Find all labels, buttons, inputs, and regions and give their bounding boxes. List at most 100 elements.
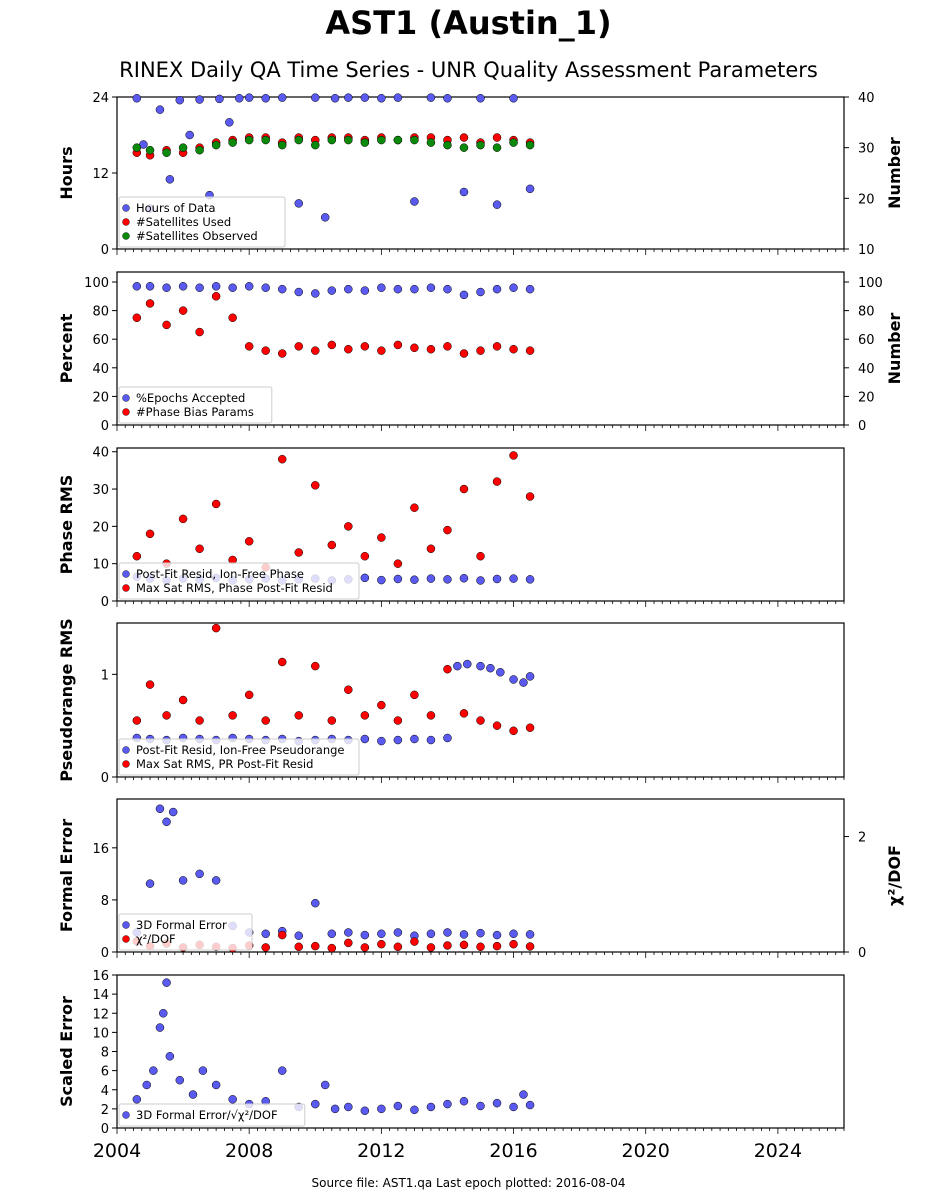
data-point: [377, 346, 386, 355]
data-point: [294, 931, 303, 940]
data-point: [476, 94, 485, 103]
data-point: [145, 529, 155, 539]
data-point: [344, 938, 353, 948]
y2-tick-label: 2: [858, 831, 866, 846]
data-point: [228, 138, 237, 147]
data-point: [185, 130, 194, 140]
data-point: [311, 941, 320, 951]
data-point: [142, 1080, 151, 1090]
y-tick-label: 80: [92, 305, 109, 320]
data-point: [377, 939, 386, 949]
y-tick-label: 12: [92, 167, 109, 182]
y-tick-label: 0: [101, 771, 109, 786]
source-line: Source file: AST1.qa Last epoch plotted:…: [311, 1176, 626, 1190]
y-tick-label: 0: [101, 946, 109, 961]
data-point: [175, 95, 185, 105]
data-point: [175, 1075, 185, 1085]
data-point: [410, 575, 419, 584]
y-tick-label: 20: [92, 520, 109, 535]
data-point: [492, 200, 502, 209]
data-point: [155, 804, 165, 814]
data-point: [426, 735, 436, 745]
x-tick-label: 2008: [225, 1140, 273, 1162]
data-point: [525, 672, 535, 681]
y-tick-label: 14: [92, 988, 109, 1003]
y2-axis-label: Number: [885, 313, 904, 385]
data-point: [426, 138, 436, 147]
x-tick-label: 2024: [754, 1140, 802, 1162]
data-point: [294, 942, 303, 952]
data-point: [377, 700, 386, 710]
data-point: [410, 503, 419, 512]
data-point: [509, 451, 518, 460]
chart-title: AST1 (Austin_1): [325, 4, 612, 42]
data-point: [330, 1104, 340, 1114]
data-point: [393, 942, 403, 952]
data-point: [459, 709, 469, 718]
data-point: [145, 299, 155, 308]
data-point: [132, 143, 142, 152]
panel-3: 0 10 20 30 40 Phase RMS Post-Fit Resid, Ion-Fr…: [57, 446, 845, 610]
data-point: [492, 342, 502, 351]
data-point: [360, 711, 370, 720]
data-point: [496, 668, 505, 677]
data-point: [443, 664, 452, 674]
data-point: [277, 1066, 287, 1075]
y-axis-label: Formal Error: [57, 819, 76, 932]
data-point: [211, 876, 221, 885]
legend-box: [118, 738, 360, 776]
data-point: [410, 284, 419, 294]
y-tick-label: 0: [101, 419, 109, 434]
data-point: [426, 711, 436, 720]
data-point: [492, 284, 502, 294]
data-point: [410, 690, 419, 700]
data-point: [132, 282, 142, 291]
data-point: [426, 544, 436, 554]
legend-marker: [122, 570, 130, 578]
y-tick-label: 0: [101, 243, 109, 258]
y-axis-label: Phase RMS: [57, 475, 76, 575]
data-point: [525, 346, 535, 355]
legend-box: [118, 386, 273, 424]
y-tick-label: 40: [92, 362, 109, 377]
data-point: [162, 148, 171, 157]
data-point: [453, 661, 462, 671]
data-point: [228, 711, 237, 720]
y-tick-label: 2: [101, 1103, 109, 1118]
data-point: [294, 135, 303, 145]
data-point: [459, 133, 469, 142]
y2-tick-label: 100: [858, 276, 883, 291]
y2-tick-label: 20: [858, 390, 875, 405]
data-point: [459, 143, 469, 152]
data-point: [509, 344, 518, 354]
chart-subtitle: RINEX Daily QA Time Series - UNR Quality…: [119, 58, 818, 82]
data-point: [211, 499, 221, 509]
panel-6: 0 2 4 6 8 10 12 14 16 Scaled Error 3D Formal Error…: [57, 969, 845, 1137]
y2-tick-label: 0: [858, 419, 866, 434]
data-point: [198, 1066, 208, 1075]
data-point: [159, 1009, 168, 1018]
y-tick-label: 60: [92, 333, 109, 348]
data-point: [145, 879, 155, 888]
data-point: [178, 876, 188, 885]
y-axis-label: Scaled Error: [57, 996, 76, 1107]
y-tick-label: 20: [92, 390, 109, 405]
data-point: [492, 143, 502, 152]
y-axis-label: Hours: [57, 146, 76, 199]
data-point: [443, 525, 452, 535]
data-point: [426, 943, 436, 952]
data-point: [294, 548, 303, 557]
data-point: [178, 143, 188, 152]
data-point: [393, 559, 403, 568]
data-point: [211, 1080, 221, 1090]
y-tick-label: 1: [101, 668, 109, 683]
data-point: [294, 711, 303, 720]
data-point: [327, 286, 337, 295]
data-point: [344, 685, 353, 694]
data-point: [195, 145, 204, 155]
data-point: [519, 678, 528, 687]
legend-label: Post-Fit Resid, Ion-Free Phase: [136, 567, 304, 581]
y-tick-label: 16: [92, 969, 109, 984]
data-point: [344, 93, 353, 102]
